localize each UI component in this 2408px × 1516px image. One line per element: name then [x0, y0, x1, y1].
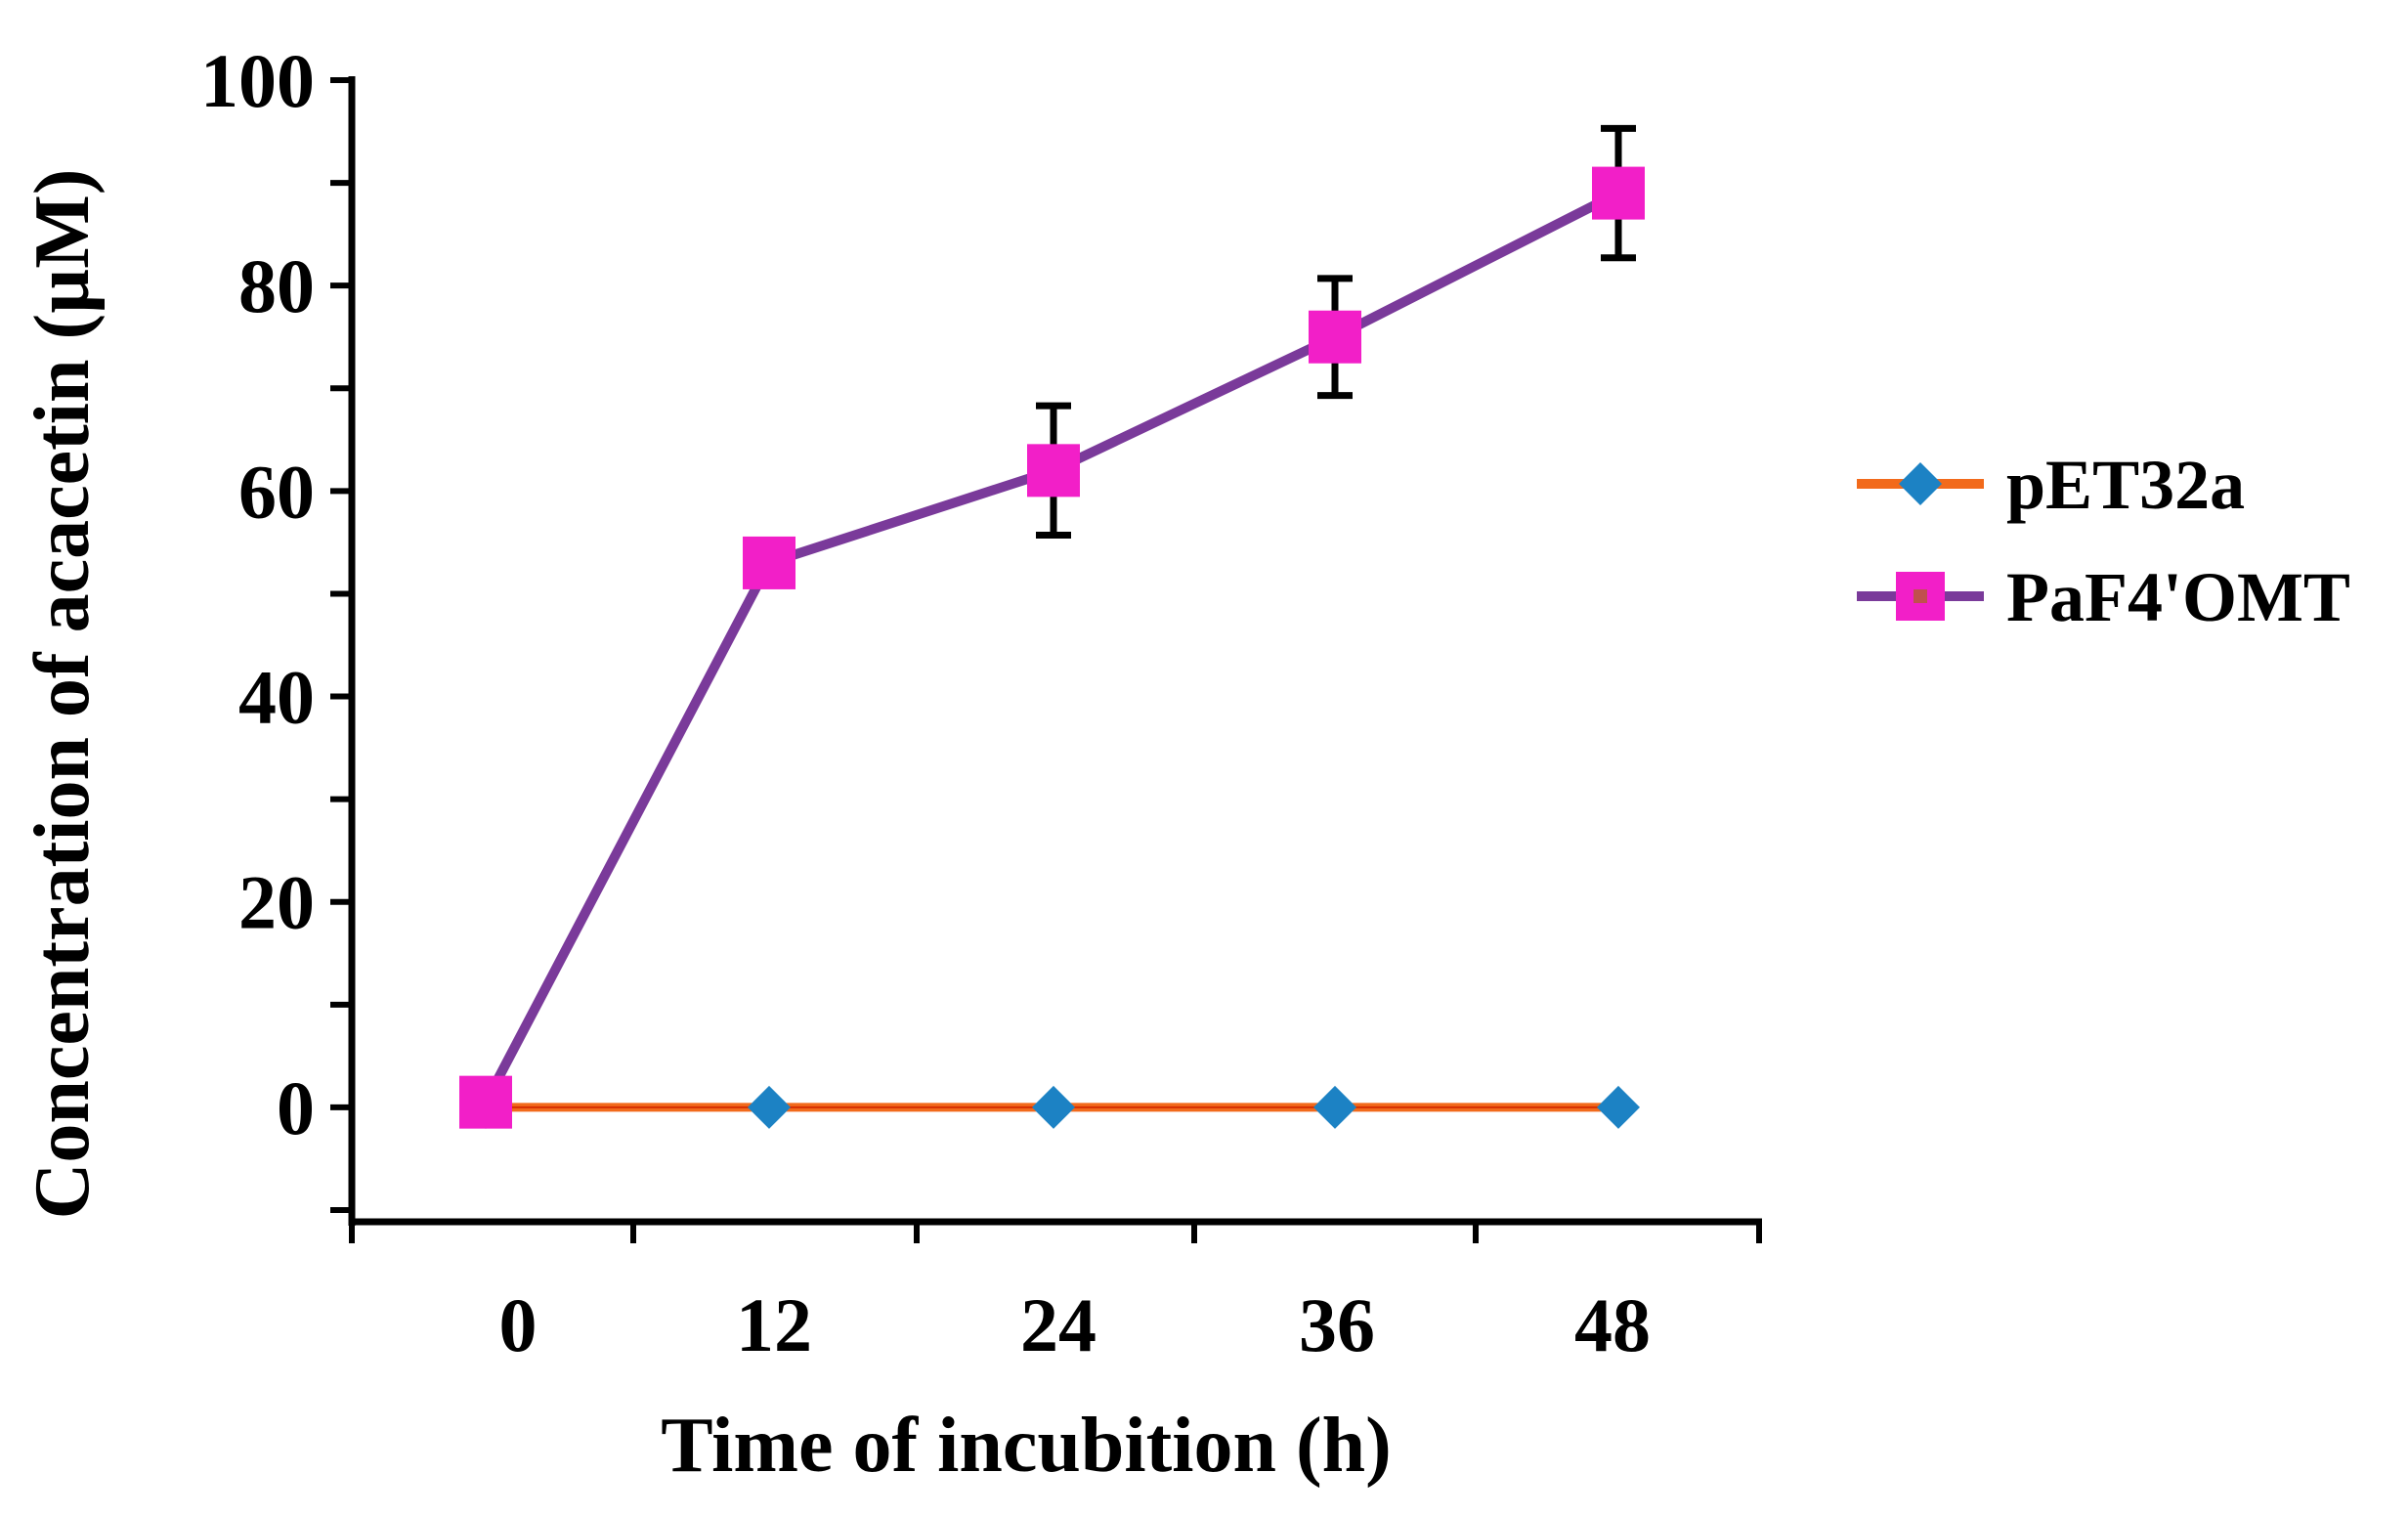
- data-point: [1592, 166, 1645, 220]
- data-point: [743, 536, 796, 589]
- data-point: [748, 1085, 791, 1129]
- series-paf4omt: [459, 124, 1645, 1129]
- y-tick-label: 20: [238, 860, 315, 945]
- y-tick-label: 100: [200, 38, 315, 123]
- legend-swatch-marker: [1899, 462, 1942, 505]
- legend-label: PaF4'OMT: [2006, 558, 2350, 636]
- x-axis-ticks: 0 12 24 36 48: [349, 1222, 1762, 1367]
- x-axis-title: Time of incubition (h): [661, 1403, 1392, 1489]
- y-axis-title: Concentration of acacetin (µM): [20, 169, 106, 1220]
- legend-item: PaF4'OMT: [1857, 558, 2350, 636]
- data-point: [1313, 1085, 1356, 1129]
- x-tick-label: 0: [499, 1282, 538, 1367]
- y-tick-label: 40: [238, 655, 315, 740]
- series-layer: [459, 124, 1645, 1129]
- data-point: [459, 1075, 512, 1129]
- legend: pET32a PaF4'OMT: [1857, 446, 2350, 636]
- data-point: [1032, 1085, 1075, 1129]
- series-line: [481, 189, 1621, 1105]
- y-tick-label: 0: [277, 1065, 315, 1150]
- x-tick-label: 48: [1574, 1282, 1651, 1367]
- series-pet32a: [464, 1085, 1640, 1129]
- legend-item: pET32a: [1857, 446, 2245, 524]
- axes: [348, 76, 1762, 1226]
- legend-label: pET32a: [2006, 446, 2245, 524]
- data-point: [1309, 310, 1361, 364]
- x-tick-label: 12: [736, 1282, 812, 1367]
- y-tick-label: 60: [238, 449, 315, 534]
- x-tick-label: 36: [1299, 1282, 1375, 1367]
- x-tick-label: 24: [1020, 1282, 1096, 1367]
- data-point: [1027, 444, 1080, 498]
- data-point: [1597, 1085, 1640, 1129]
- y-axis-ticks: 0 20 40 60 80 100: [200, 38, 352, 1213]
- legend-swatch-marker-center: [1914, 589, 1927, 603]
- y-tick-label: 80: [238, 243, 315, 328]
